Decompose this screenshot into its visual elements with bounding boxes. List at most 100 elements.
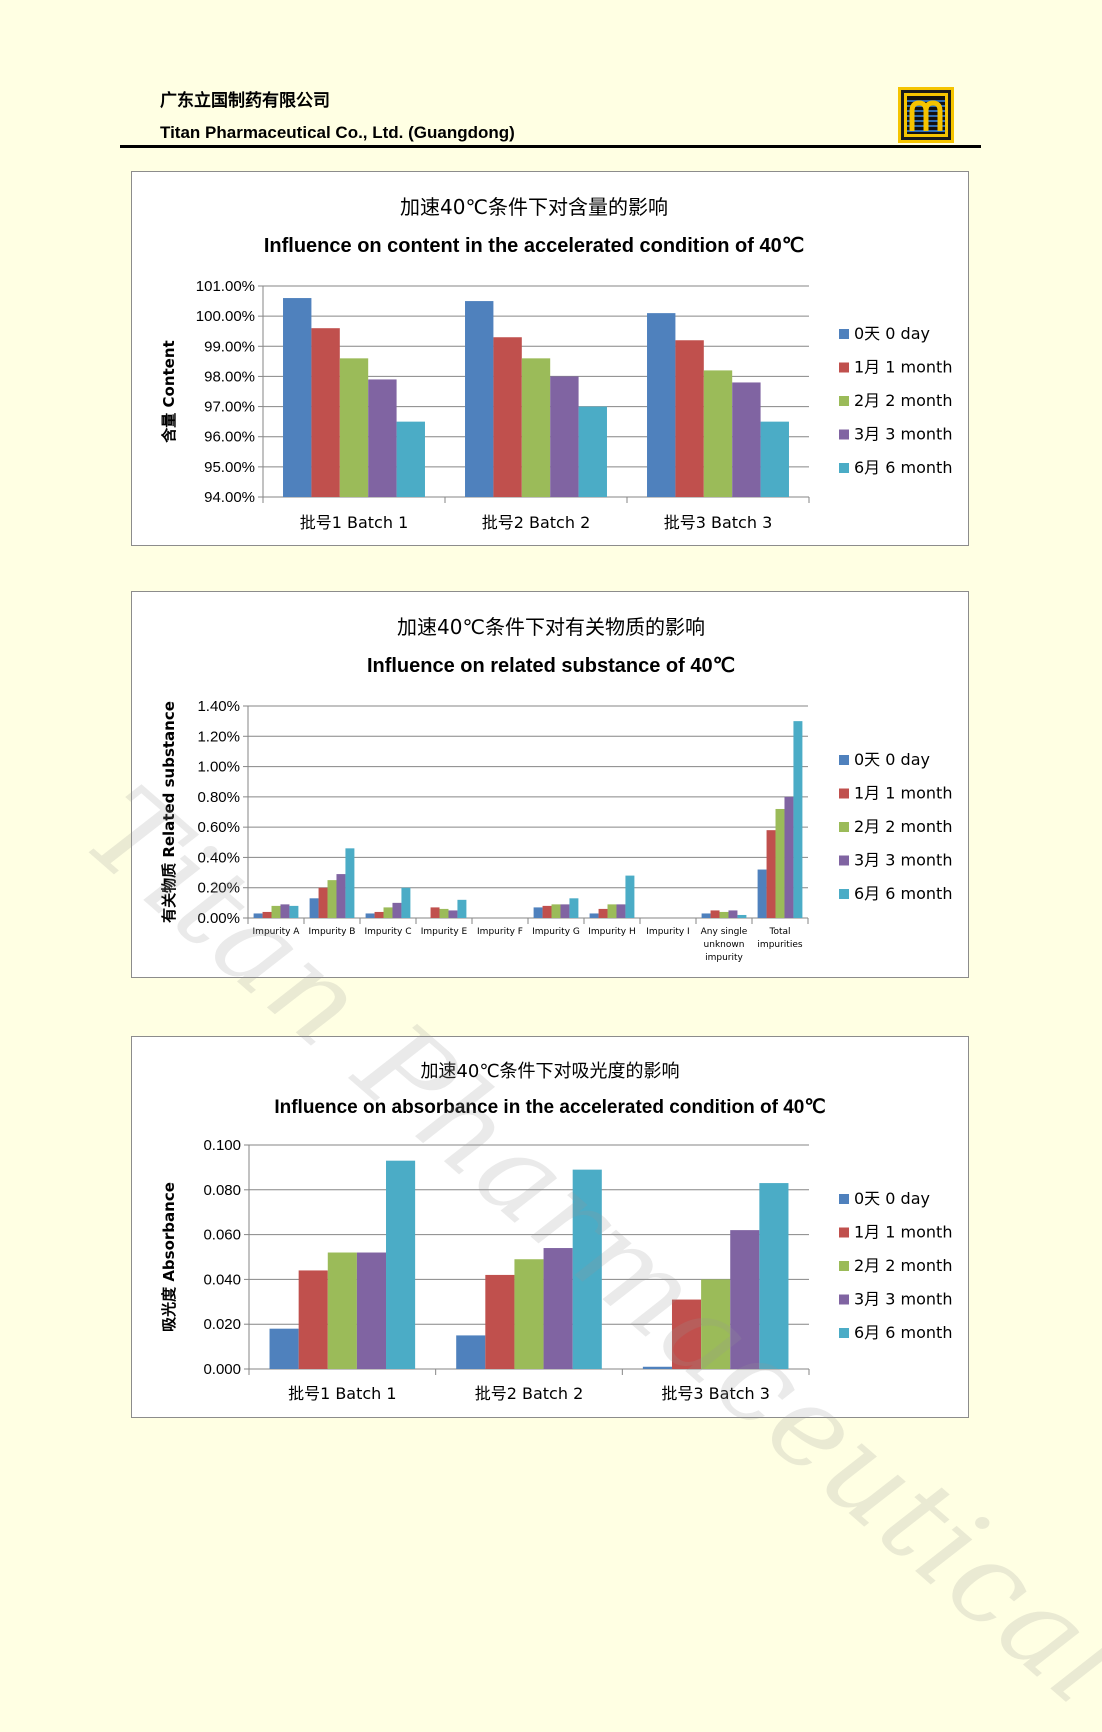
bar — [311, 328, 340, 497]
bar — [598, 908, 608, 918]
y-tick-label: 0.20% — [197, 880, 240, 897]
x-category-label: Impurity C — [364, 927, 411, 937]
y-tick-label: 0.80% — [197, 789, 240, 806]
bar — [374, 911, 384, 918]
content-chart: 加速40℃条件下对含量的影响 Influence on content in th… — [131, 171, 969, 546]
legend-swatch — [839, 463, 849, 473]
y-axis-label: 含量 Content — [160, 340, 178, 442]
bar — [542, 905, 552, 918]
x-category-label: Any single unknown impurity — [701, 927, 748, 963]
legend-label: 3月 3 month — [854, 425, 952, 444]
x-category-label: 批号3 Batch 3 — [664, 513, 773, 532]
legend-label: 3月 3 month — [854, 851, 952, 870]
bar — [439, 908, 449, 918]
x-category-label: Impurity G — [532, 927, 580, 937]
content-chart-svg: 加速40℃条件下对含量的影响 Influence on content in th… — [160, 195, 952, 532]
bar — [732, 382, 761, 497]
y-tick-label: 0.020 — [203, 1316, 241, 1333]
legend-label: 2月 2 month — [854, 817, 952, 836]
chart-title: 加速40℃条件下对有关物质的影响 — [397, 615, 705, 639]
y-tick-label: 0.100 — [203, 1137, 241, 1154]
y-tick-label: 101.00% — [196, 278, 255, 295]
bar — [327, 1252, 357, 1369]
bar — [401, 887, 411, 918]
bar — [784, 796, 794, 918]
bar — [465, 301, 494, 497]
bar — [386, 1160, 416, 1369]
legend-label: 1月 1 month — [854, 358, 952, 377]
chart-title: 加速40℃条件下对吸光度的影响 — [420, 1061, 679, 1082]
legend-swatch — [839, 889, 849, 899]
y-tick-label: 0.40% — [197, 849, 240, 866]
legend-label: 6月 6 month — [854, 458, 952, 477]
legend-swatch — [839, 1294, 849, 1305]
y-tick-label: 0.080 — [203, 1182, 241, 1199]
y-tick-label: 0.60% — [197, 819, 240, 836]
bar — [793, 721, 803, 918]
bar — [457, 899, 467, 918]
bar — [533, 907, 543, 918]
bar — [298, 1270, 328, 1369]
bar — [671, 1299, 702, 1369]
bar — [356, 1252, 387, 1369]
company-name-cn: 广东立国制药有限公司 — [160, 91, 330, 110]
legend-label: 1月 1 month — [854, 1223, 952, 1242]
legend-swatch — [839, 396, 849, 406]
bar — [703, 370, 733, 497]
legend-swatch — [839, 1328, 849, 1338]
bar — [448, 910, 458, 918]
y-axis-label: 吸光度 Absorbance — [160, 1182, 178, 1332]
bar — [550, 376, 579, 497]
bar — [318, 887, 328, 918]
legend-swatch — [839, 788, 849, 799]
y-tick-label: 0.060 — [203, 1227, 241, 1244]
bar — [569, 898, 579, 918]
y-axis-label: 有关物质 Related substance — [160, 701, 178, 923]
x-category-label: 批号2 Batch 2 — [482, 513, 591, 532]
bar — [757, 869, 767, 918]
bar — [775, 808, 785, 918]
bar — [551, 904, 561, 918]
bar — [737, 914, 747, 918]
legend-swatch — [839, 1227, 849, 1238]
x-category-label: 批号2 Batch 2 — [475, 1384, 584, 1403]
bar — [383, 907, 393, 918]
bar — [392, 902, 402, 918]
bar — [760, 421, 789, 497]
y-tick-label: 1.00% — [197, 759, 240, 776]
bar — [701, 1279, 731, 1369]
chart-subtitle: Influence on content in the accelerated … — [264, 235, 804, 257]
bar — [710, 910, 720, 918]
bar — [728, 910, 738, 918]
legend-label: 6月 6 month — [854, 1323, 952, 1342]
x-category-label: 批号1 Batch 1 — [288, 1384, 397, 1403]
y-tick-label: 99.00% — [204, 338, 255, 355]
bar — [396, 421, 425, 497]
y-tick-label: 96.00% — [204, 429, 255, 446]
legend-swatch — [839, 755, 849, 765]
x-category-label: Impurity H — [588, 927, 636, 937]
legend-label: 0天 0 day — [854, 1189, 930, 1208]
bar — [253, 913, 263, 918]
legend-label: 0天 0 day — [854, 750, 930, 769]
y-tick-label: 94.00% — [204, 489, 255, 506]
bar — [675, 340, 704, 497]
legend-label: 3月 3 month — [854, 1290, 952, 1309]
bar — [589, 913, 599, 918]
chart-subtitle: Influence on absorbance in the accelerat… — [274, 1097, 825, 1118]
y-tick-label: 95.00% — [204, 459, 255, 476]
bar — [625, 875, 635, 918]
bar — [365, 913, 375, 918]
bar — [262, 911, 272, 918]
bar — [336, 874, 346, 918]
legend-swatch — [839, 362, 849, 373]
legend-label: 1月 1 month — [854, 784, 952, 803]
bar — [271, 905, 281, 918]
bar — [607, 904, 617, 918]
legend-label: 2月 2 month — [854, 391, 952, 410]
x-category-label: Impurity F — [477, 927, 523, 937]
legend-swatch — [839, 855, 849, 866]
x-category-label: 批号1 Batch 1 — [300, 513, 409, 532]
x-category-label: Impurity I — [646, 927, 689, 937]
bar — [269, 1328, 299, 1369]
